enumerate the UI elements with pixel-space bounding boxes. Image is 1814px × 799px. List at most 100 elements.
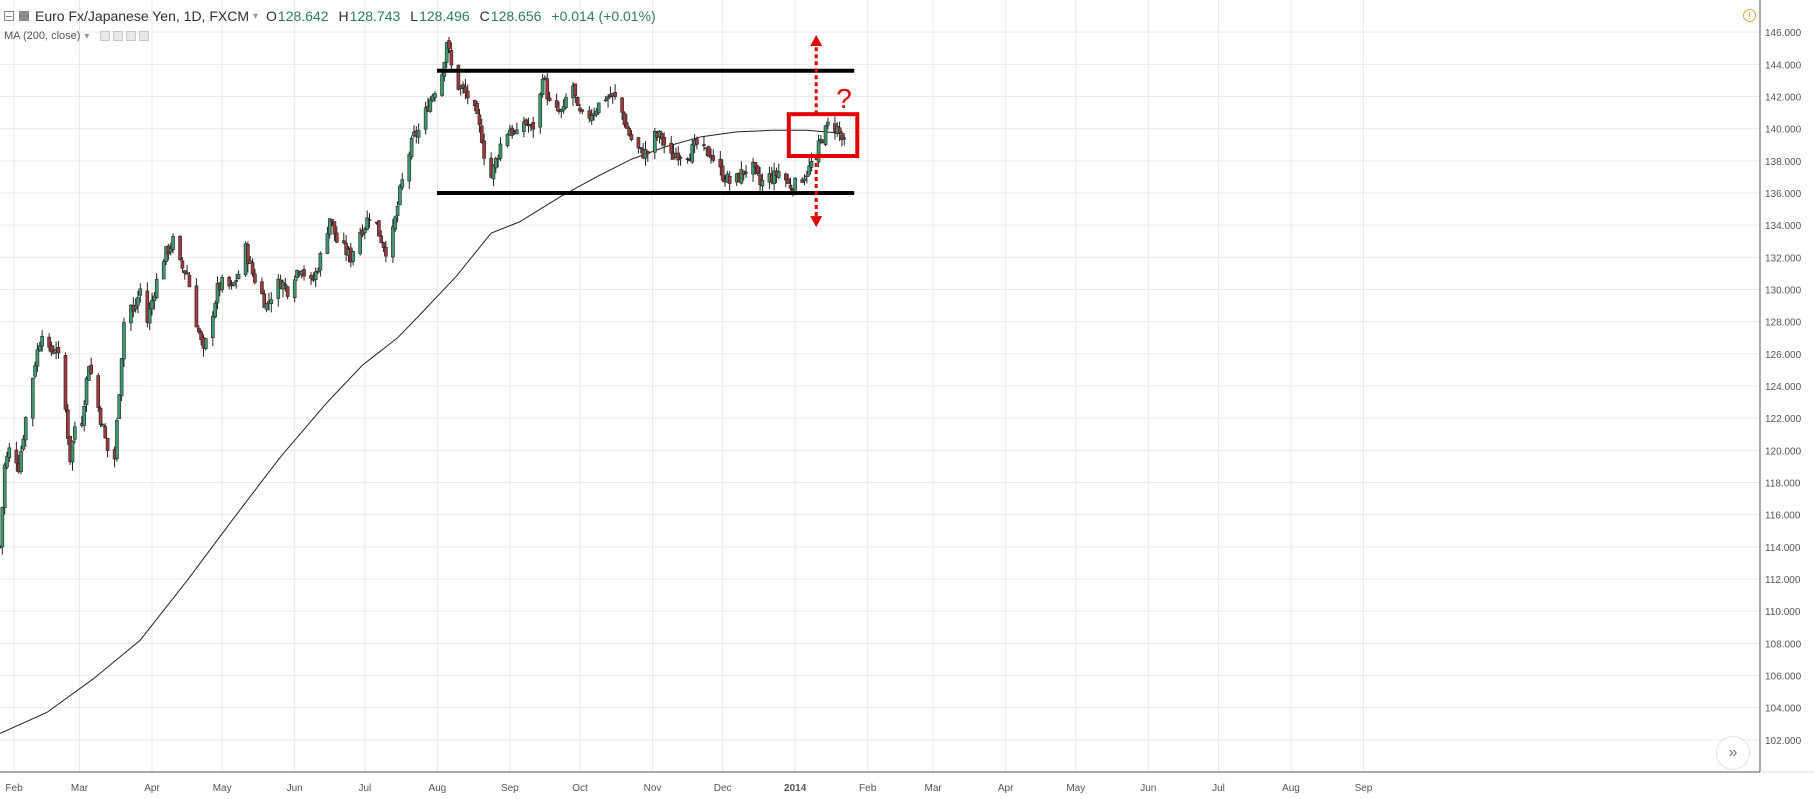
candle — [379, 230, 384, 244]
candle — [365, 210, 369, 231]
candle — [351, 250, 355, 266]
candle-body — [185, 272, 189, 275]
candle-body — [334, 232, 339, 243]
candle — [232, 281, 236, 287]
candle — [96, 373, 101, 412]
candle — [444, 42, 449, 68]
candle-body — [63, 355, 68, 410]
candle — [760, 173, 765, 192]
candle-body — [819, 138, 823, 141]
candle-body — [21, 438, 26, 450]
y-tick-label: 132.000 — [1765, 253, 1802, 264]
close-icon[interactable] — [139, 31, 150, 41]
candle-body — [772, 170, 776, 184]
candle-body — [246, 244, 250, 265]
y-tick-label: 130.000 — [1765, 286, 1802, 297]
candle — [250, 258, 255, 277]
open-value: 128.642 — [277, 8, 329, 24]
candle-body — [575, 97, 580, 107]
candle — [613, 84, 617, 100]
candle — [19, 445, 23, 475]
candle-body — [627, 127, 631, 136]
candle-body — [145, 290, 150, 323]
indicator-title[interactable]: MA (200, close) — [4, 30, 81, 42]
legend-header: Euro Fx/Japanese Yen, 1D, FXCM ▾ O 128.6… — [0, 0, 1760, 42]
y-tick-label: 110.000 — [1765, 607, 1801, 618]
candle — [522, 116, 526, 138]
candle — [800, 176, 804, 183]
candle — [826, 117, 830, 130]
candle-body — [624, 122, 629, 129]
x-tick-label: Feb — [859, 783, 877, 794]
candle-body — [477, 114, 482, 125]
candle-body — [505, 134, 510, 147]
add-icon[interactable] — [126, 31, 137, 41]
chevron-down-icon[interactable]: ▾ — [253, 10, 259, 22]
candle-body — [802, 178, 807, 182]
candle — [269, 292, 274, 313]
candle — [807, 157, 811, 177]
candle — [727, 171, 732, 191]
candle-body — [543, 77, 547, 80]
indicator-row: MA (200, close) ▾ — [4, 30, 150, 42]
candle-body — [302, 269, 306, 277]
candle — [669, 136, 674, 160]
candle-body — [660, 133, 664, 140]
candle-body — [784, 173, 788, 181]
candle-body — [596, 102, 601, 114]
candle — [66, 403, 70, 445]
y-tick-label: 106.000 — [1765, 672, 1802, 683]
candle-body — [816, 140, 821, 163]
ma-line — [0, 129, 845, 734]
candle-body — [199, 331, 203, 341]
candle-body — [629, 134, 634, 141]
candle-body — [395, 206, 400, 216]
candle-body — [793, 177, 797, 194]
candle — [423, 101, 428, 135]
candle-body — [332, 221, 337, 235]
candle — [606, 94, 610, 108]
candle — [23, 416, 28, 447]
alert-icon[interactable]: ! — [1743, 9, 1756, 22]
candle — [627, 126, 631, 137]
candle-body — [154, 278, 159, 298]
candle-body — [129, 304, 133, 324]
candle — [330, 219, 334, 227]
eye-icon[interactable] — [100, 31, 111, 41]
candle-body — [236, 273, 241, 280]
candle-body — [475, 103, 479, 115]
candle-body — [444, 42, 449, 63]
candle — [662, 132, 666, 154]
symbol-title[interactable]: Euro Fx/Japanese Yen, 1D, FXCM — [35, 8, 249, 24]
candle-body — [178, 235, 182, 260]
grid — [0, 0, 1760, 772]
candle — [260, 277, 264, 295]
x-tick-label: Nov — [644, 783, 662, 794]
candle — [35, 342, 40, 372]
indicator-chevron-icon[interactable]: ▾ — [84, 30, 90, 42]
collapse-icon[interactable] — [4, 11, 14, 21]
candle — [624, 114, 629, 129]
candle — [253, 268, 257, 285]
candle — [89, 357, 94, 375]
candle-body — [196, 327, 201, 333]
candle-body — [215, 283, 220, 304]
candle — [842, 133, 847, 146]
candle-body — [0, 507, 5, 548]
candle — [122, 317, 126, 367]
settings-icon[interactable] — [113, 31, 124, 41]
candle — [341, 232, 346, 245]
candle-body — [690, 144, 695, 163]
candle-body — [416, 130, 421, 138]
candle — [589, 108, 594, 125]
candle-body — [440, 74, 444, 96]
candle — [559, 108, 564, 119]
candle — [145, 282, 150, 328]
fast-forward-icon[interactable]: » — [1716, 736, 1750, 770]
candle — [816, 134, 821, 168]
candle-body — [171, 236, 175, 250]
candle — [711, 149, 716, 163]
candle-body — [325, 233, 330, 254]
